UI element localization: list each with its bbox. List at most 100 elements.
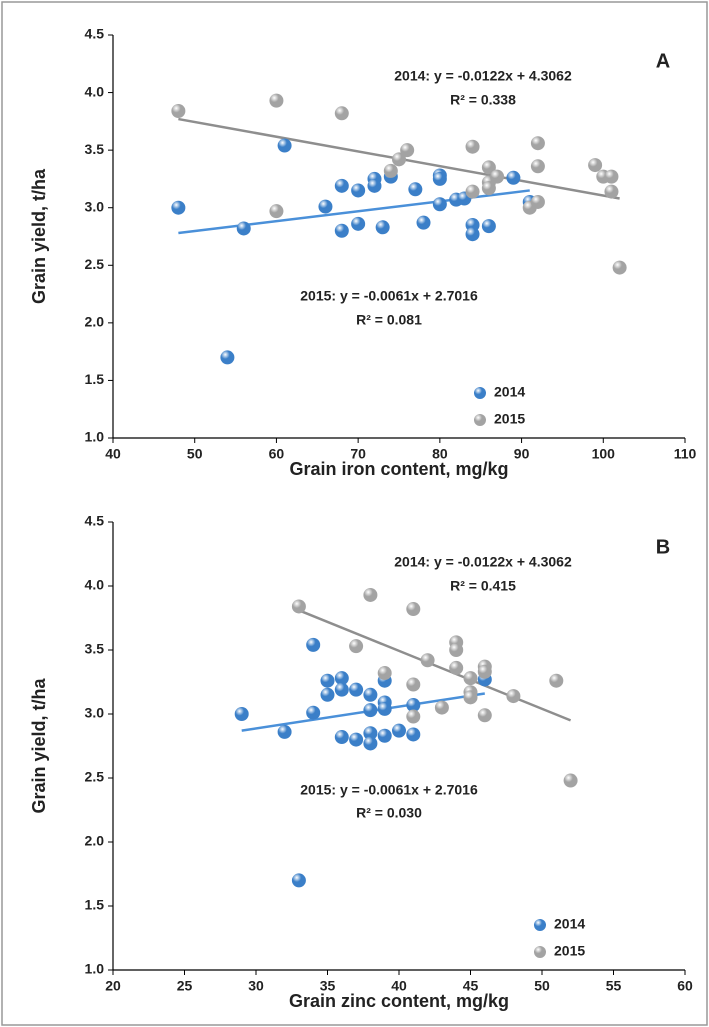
data-point: [434, 700, 449, 715]
x-tick-label: 45: [463, 978, 479, 994]
data-point: [383, 163, 398, 178]
legend-marker: [474, 414, 486, 426]
data-point: [220, 350, 235, 365]
x-tick-label: 70: [350, 446, 366, 462]
data-point: [481, 219, 496, 234]
data-point: [334, 178, 349, 193]
data-point: [318, 199, 333, 214]
y-tick-label: 1.5: [85, 371, 105, 387]
data-point: [420, 653, 435, 668]
data-point: [363, 736, 378, 751]
x-tick-label: 60: [677, 978, 693, 994]
data-point: [377, 701, 392, 716]
y-tick-label: 1.5: [85, 897, 105, 913]
data-point: [392, 152, 406, 167]
data-point: [234, 707, 249, 721]
data-point: [463, 671, 478, 686]
data-point: [408, 182, 423, 197]
y-tick-label: 2.0: [85, 314, 105, 330]
panel-label: B: [656, 536, 670, 558]
legend-label: 2015: [554, 943, 585, 959]
data-point: [463, 690, 478, 705]
data-point: [291, 599, 306, 614]
y-tick-label: 4.0: [85, 577, 105, 593]
data-point: [490, 169, 505, 184]
x-tick-label: 55: [606, 978, 622, 994]
data-point: [291, 873, 306, 888]
data-point: [406, 677, 421, 692]
data-point: [563, 773, 578, 788]
x-tick-label: 50: [534, 978, 550, 994]
data-point: [530, 194, 545, 209]
data-point: [349, 732, 364, 747]
data-point: [406, 602, 421, 617]
data-point: [334, 671, 349, 686]
data-point: [377, 728, 392, 743]
data-point: [432, 197, 447, 212]
data-point: [363, 687, 378, 702]
legend-label: 2014: [494, 384, 525, 400]
x-axis-label: Grain iron content, mg/kg: [289, 459, 508, 479]
x-tick-label: 80: [432, 446, 448, 462]
data-point: [416, 215, 431, 230]
data-point: [320, 687, 335, 702]
data-point: [363, 703, 378, 718]
y-tick-label: 2.5: [85, 256, 105, 272]
data-point: [449, 643, 464, 657]
data-point: [506, 689, 521, 704]
y-axis-label: Grain yield, t/ha: [29, 168, 49, 304]
data-point: [449, 660, 464, 675]
trendline: [298, 609, 572, 722]
annotation: 2014: y = -0.0122x + 4.3062: [394, 68, 572, 84]
y-tick-label: 3.5: [85, 641, 105, 657]
y-tick-label: 4.0: [85, 83, 105, 99]
data-point: [349, 682, 364, 697]
annotation: 2014: y = -0.0122x + 4.3062: [394, 554, 572, 570]
annotation: 2015: y = -0.0061x + 2.7016: [300, 782, 478, 798]
data-point: [367, 178, 382, 193]
data-point: [277, 724, 292, 739]
data-point: [530, 159, 545, 174]
x-tick-label: 110: [674, 446, 697, 462]
x-tick-label: 90: [514, 446, 530, 462]
data-point: [588, 158, 603, 173]
data-point: [481, 160, 496, 175]
y-tick-label: 3.0: [85, 198, 105, 214]
x-tick-label: 25: [177, 978, 193, 994]
data-point: [363, 587, 378, 602]
y-tick-label: 1.0: [85, 961, 105, 977]
data-point: [477, 664, 492, 679]
data-point: [269, 204, 284, 219]
data-point: [334, 106, 349, 121]
legend-marker: [534, 946, 546, 958]
data-point: [406, 727, 421, 742]
x-tick-label: 50: [187, 446, 203, 462]
y-tick-label: 2.0: [85, 833, 105, 849]
annotation: 2015: y = -0.0061x + 2.7016: [300, 288, 478, 304]
panel-label: A: [656, 50, 670, 72]
data-point: [400, 143, 415, 158]
legend-label: 2015: [494, 411, 525, 427]
y-tick-label: 4.5: [85, 26, 105, 42]
data-point: [334, 730, 349, 745]
x-tick-label: 100: [592, 446, 616, 462]
data-point: [406, 698, 421, 713]
data-point: [306, 705, 321, 720]
data-point: [306, 637, 321, 652]
data-point: [604, 184, 619, 199]
data-point: [481, 181, 496, 196]
data-point: [236, 221, 251, 236]
data-point: [377, 666, 392, 681]
y-tick-label: 3.0: [85, 705, 105, 721]
data-point: [465, 139, 480, 154]
annotation: R² = 0.030: [356, 805, 422, 821]
trendline: [241, 692, 485, 732]
data-point: [375, 220, 390, 235]
legend-label: 2014: [554, 916, 585, 932]
data-point: [320, 673, 335, 688]
data-point: [269, 93, 284, 108]
x-tick-label: 40: [105, 446, 121, 462]
x-axis-label: Grain zinc content, mg/kg: [289, 991, 509, 1011]
data-point: [171, 103, 186, 118]
